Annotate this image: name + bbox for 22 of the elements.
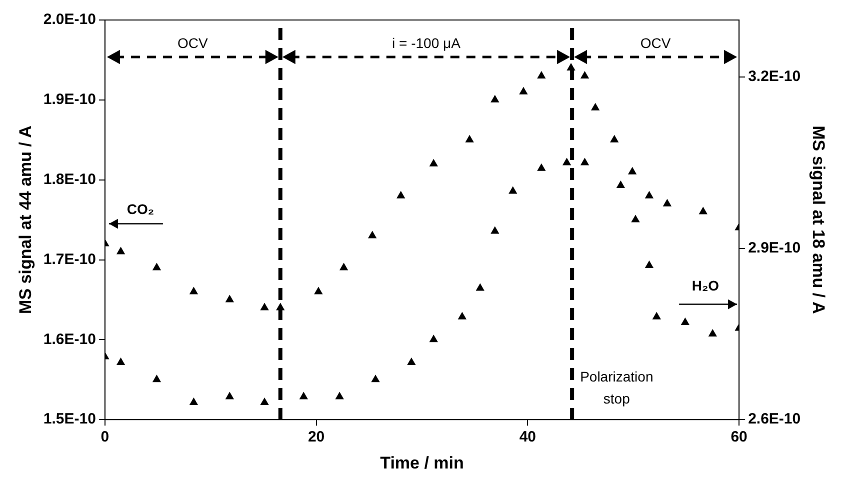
y-tick-label: 1.8E-10 [43,170,96,188]
series-label: H₂O [692,277,720,294]
y-tick-label: 1.9E-10 [43,91,96,108]
x-tick-label: 40 [519,428,536,446]
y-tick-label: 1.5E-10 [43,410,96,428]
x-axis-title: Time / min [380,453,464,472]
annotation: OCV [177,34,208,51]
annotation: OCV [640,34,672,51]
ref-line-label: Polarization stop [580,368,654,407]
x-tick-label: 20 [308,428,325,446]
y2-axis-title: MS signal at 18 amu / A [809,126,828,314]
y-axis-title: MS signal at 44 amu / A [16,126,35,314]
x-tick-label: 0 [100,428,110,446]
y2-tick-label: 3.2E-10 [748,68,801,86]
y-tick-label: 2.0E-10 [43,11,96,28]
y-tick-label: 1.7E-10 [43,250,96,268]
y2-tick-label: 2.9E-10 [748,239,801,256]
annotation: i = -100 μA [392,34,462,51]
y-tick-label: 1.6E-10 [43,330,96,348]
y2-tick-label: 2.6E-10 [748,410,801,428]
text: CO₂ [126,200,154,217]
x-tick-label: 60 [730,428,748,446]
